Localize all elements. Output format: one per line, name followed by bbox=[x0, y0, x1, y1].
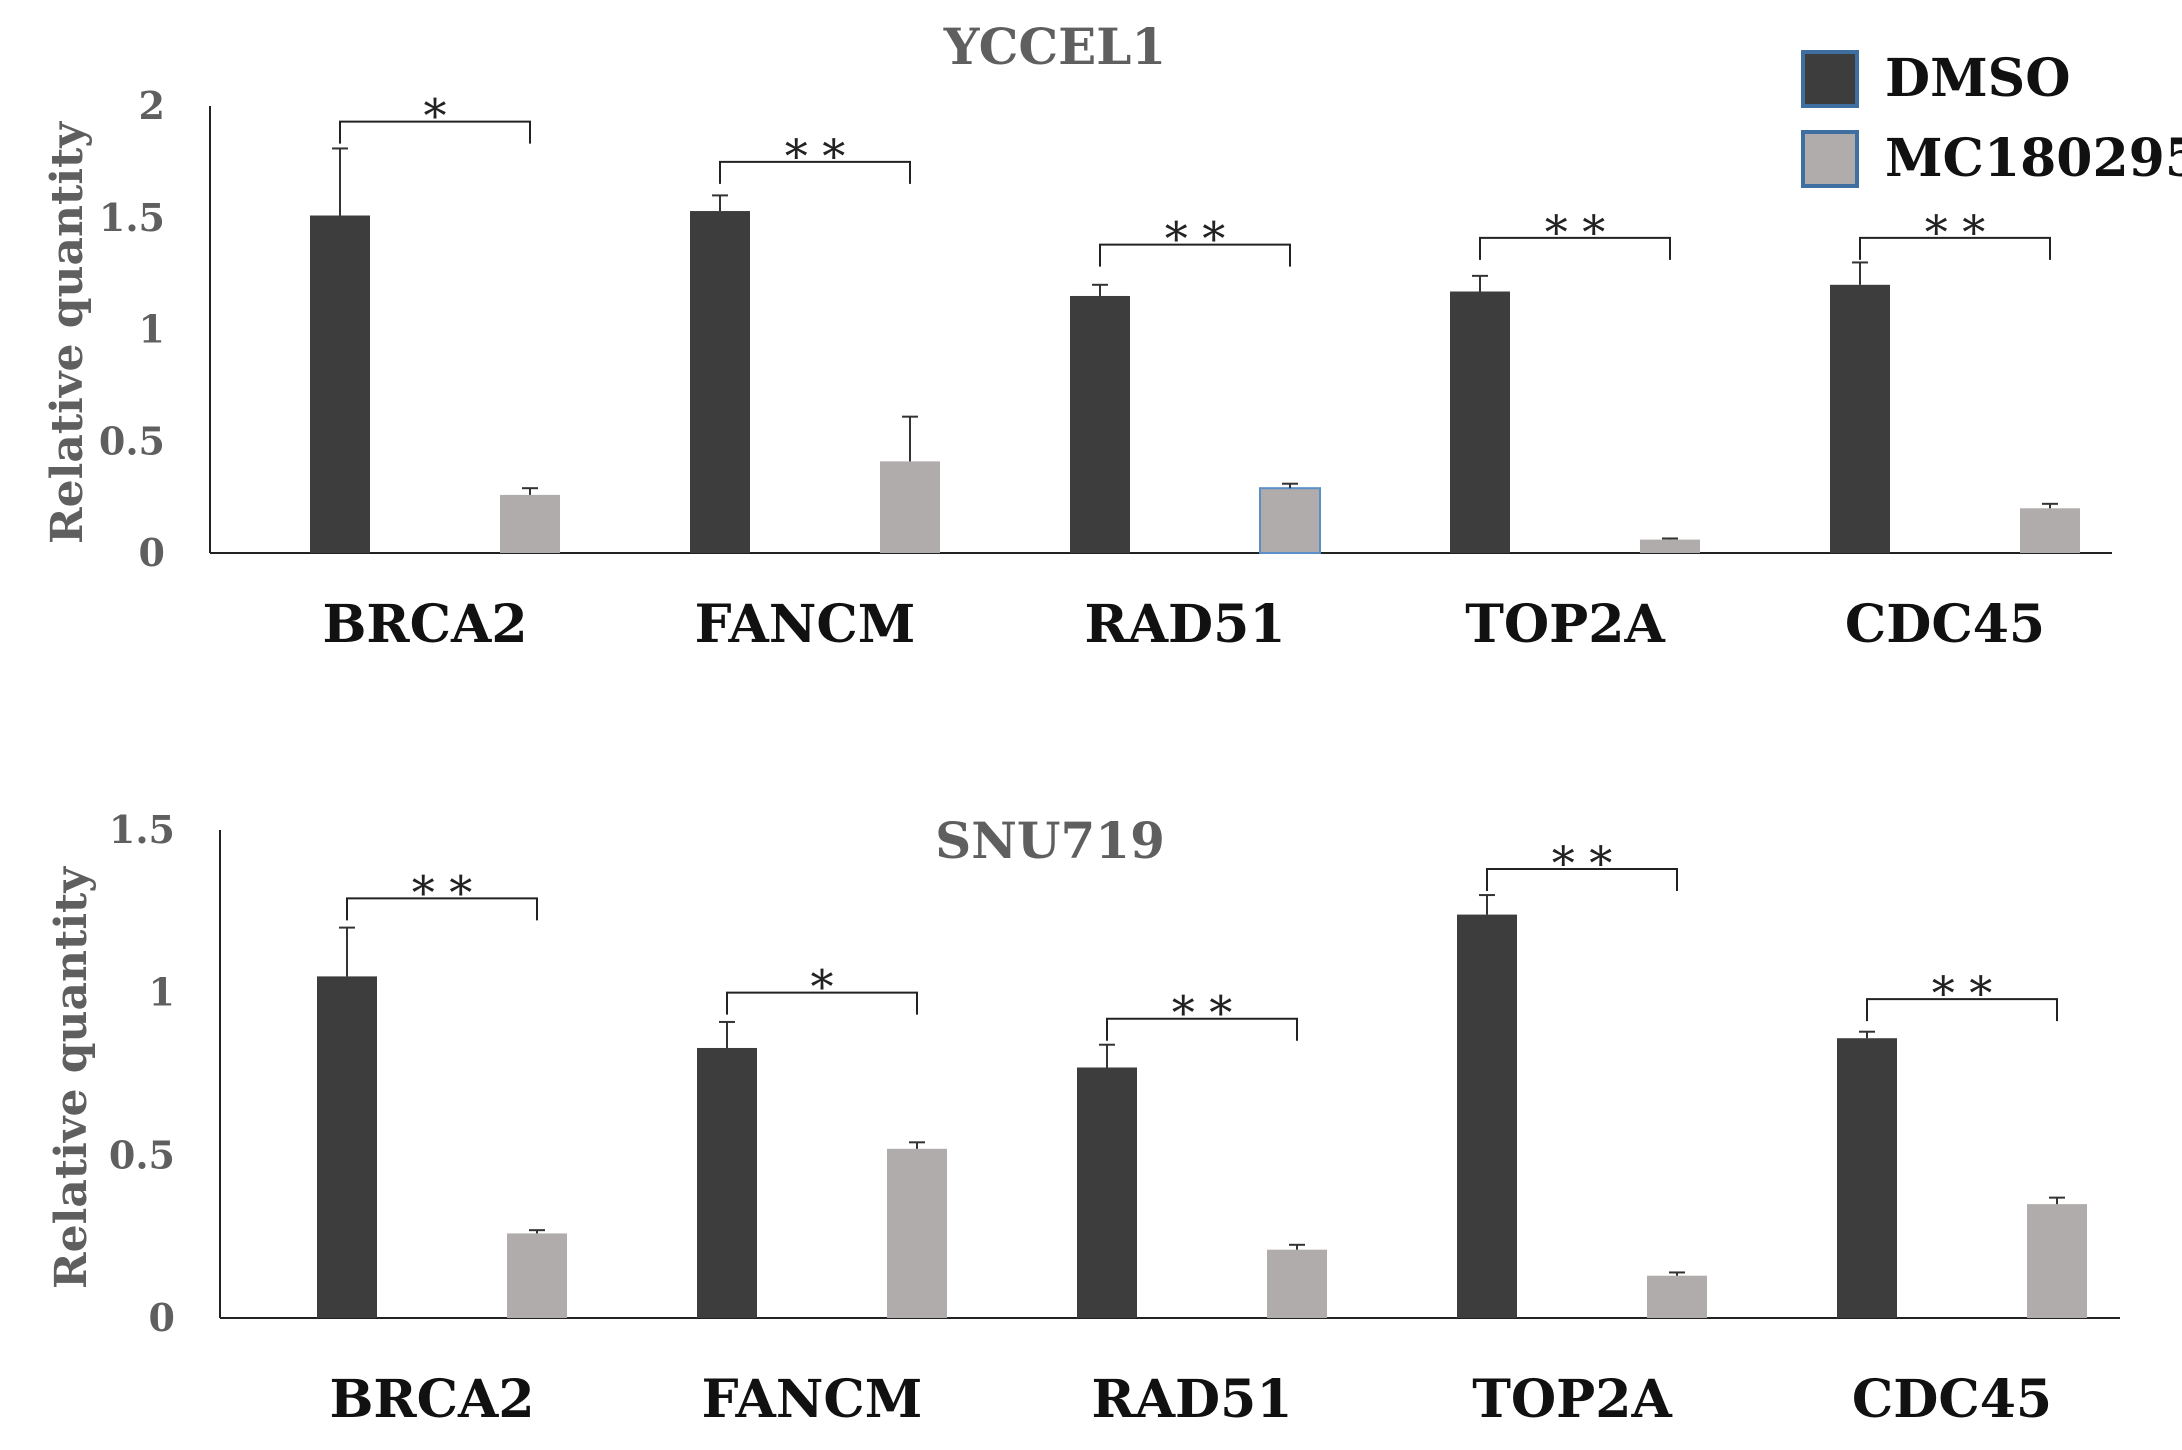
significance-label: * * bbox=[1172, 986, 1233, 1040]
significance-label: * bbox=[424, 89, 447, 143]
x-tick-label: FANCM bbox=[702, 1369, 923, 1430]
significance-label: * * bbox=[785, 129, 846, 183]
legend: DMSO MC180295 bbox=[1801, 48, 2182, 189]
legend-label-mc180295: MC180295 bbox=[1885, 128, 2182, 189]
bar-mc180295 bbox=[880, 461, 940, 553]
y-tick-label: 1 bbox=[139, 307, 165, 352]
x-tick-label: BRCA2 bbox=[329, 1369, 534, 1430]
legend-swatch-mc180295 bbox=[1801, 130, 1859, 188]
y-tick-label: 0 bbox=[139, 530, 165, 575]
bar-mc180295 bbox=[507, 1233, 567, 1318]
chart-panel-snu719: SNU719 Relative quantity 0 0.5 1 1.5 * * BRCA… bbox=[46, 807, 2120, 1430]
bar-mc180295 bbox=[2027, 1204, 2087, 1318]
bar-dmso bbox=[317, 976, 377, 1318]
bar-dmso bbox=[1837, 1038, 1897, 1318]
bar-dmso bbox=[310, 215, 370, 553]
bar-dmso bbox=[1077, 1067, 1137, 1318]
bar-mc180295 bbox=[500, 494, 560, 553]
x-tick-label: FANCM bbox=[695, 594, 916, 655]
bar-marks: 0 0.5 1 1.5 2 * BRCA2 * * FANCM * * RAD51 * * TOP2A *… bbox=[99, 83, 2080, 655]
significance-bracket bbox=[1859, 236, 2051, 260]
bar-dmso bbox=[1070, 295, 1130, 553]
x-tick-label: BRCA2 bbox=[322, 594, 527, 655]
significance-label: * * bbox=[1932, 966, 1993, 1020]
significance-label: * bbox=[811, 960, 834, 1014]
y-tick-label: 0 bbox=[149, 1295, 175, 1340]
significance-bracket bbox=[339, 120, 531, 144]
significance-bracket bbox=[346, 897, 538, 921]
significance-label: * * bbox=[1545, 205, 1606, 259]
y-axis-label: Relative quantity bbox=[42, 121, 93, 544]
x-tick-label: RAD51 bbox=[1091, 1369, 1292, 1430]
x-tick-label: TOP2A bbox=[1465, 594, 1665, 655]
significance-bracket bbox=[1479, 236, 1671, 260]
significance-bracket bbox=[719, 160, 911, 184]
bar-mc180295 bbox=[1259, 487, 1321, 554]
y-axis-label: Relative quantity bbox=[46, 866, 97, 1289]
significance-bracket bbox=[1099, 243, 1291, 267]
significance-bracket bbox=[1106, 1017, 1298, 1041]
significance-bracket bbox=[1866, 998, 2058, 1022]
bar-mc180295 bbox=[1647, 1275, 1707, 1318]
y-tick-label: 1.5 bbox=[109, 807, 175, 852]
legend-label-dmso: DMSO bbox=[1885, 48, 2071, 109]
bar-dmso bbox=[697, 1047, 757, 1318]
bar-dmso bbox=[1450, 291, 1510, 553]
y-tick-label: 2 bbox=[139, 83, 165, 128]
bar-dmso bbox=[690, 211, 750, 554]
bar-marks: 0 0.5 1 1.5 * * BRCA2 * FANCM * * RAD51 * * TOP2A * … bbox=[109, 807, 2087, 1430]
significance-bracket bbox=[726, 991, 918, 1015]
bar-mc180295 bbox=[2020, 508, 2080, 553]
significance-label: * * bbox=[1925, 205, 1986, 259]
chart-panel-yccel1: YCCEL1 Relative quantity 0 0.5 1 1.5 2 * BRCA2… bbox=[42, 17, 2112, 655]
x-tick-label: CDC45 bbox=[1852, 1369, 2052, 1430]
significance-label: * * bbox=[1552, 836, 1613, 890]
y-tick-label: 0.5 bbox=[99, 418, 165, 463]
bar-dmso bbox=[1830, 284, 1890, 553]
bar-mc180295 bbox=[887, 1148, 947, 1318]
legend-swatch-dmso bbox=[1801, 50, 1859, 108]
y-tick-label: 1 bbox=[149, 970, 175, 1015]
bar-dmso bbox=[1457, 914, 1517, 1318]
y-tick-label: 0.5 bbox=[109, 1132, 175, 1177]
chart-title: SNU719 bbox=[935, 811, 1165, 870]
significance-label: * * bbox=[412, 865, 473, 919]
chart-title: YCCEL1 bbox=[943, 17, 1166, 76]
x-tick-label: CDC45 bbox=[1845, 594, 2045, 655]
bar-mc180295 bbox=[1640, 539, 1700, 553]
significance-bracket bbox=[1486, 868, 1678, 892]
x-tick-label: RAD51 bbox=[1084, 594, 1285, 655]
significance-label: * * bbox=[1165, 212, 1226, 266]
x-tick-label: TOP2A bbox=[1472, 1369, 1672, 1430]
bar-mc180295 bbox=[1267, 1249, 1327, 1318]
y-tick-label: 1.5 bbox=[99, 195, 165, 240]
